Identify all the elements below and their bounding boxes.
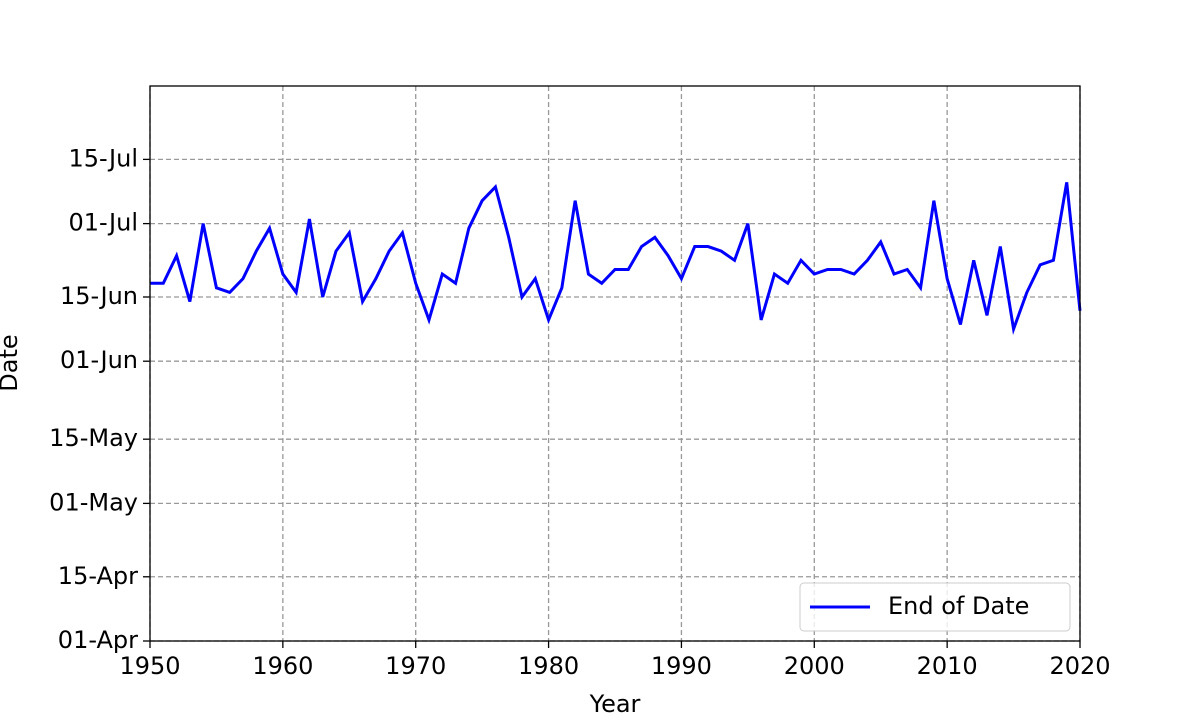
x-tick-label: 1970 [385,652,446,680]
x-tick-label: 1990 [651,652,712,680]
x-tick-label: 2010 [917,652,978,680]
x-tick-label: 1950 [119,652,180,680]
y-tick-label: 15-Jun [60,282,138,310]
x-tick-label: 1960 [252,652,313,680]
x-tick-label: 2000 [784,652,845,680]
x-axis-label: Year [589,690,641,718]
y-tick-label: 15-May [49,424,138,452]
y-tick-label: 01-May [49,488,138,516]
x-tick-label: 2020 [1049,652,1110,680]
line-series [150,182,1082,336]
y-axis-label: Date [0,334,23,391]
y-tick-label: 15-Apr [58,562,138,590]
y-tick-label: 01-Apr [58,626,138,654]
legend-box [799,582,1071,632]
plot-frame [149,85,1081,642]
x-tick-label: 1980 [518,652,579,680]
y-tick-label: 15-Jul [69,144,139,172]
legend-label: End of Date [888,592,1029,620]
y-tick-label: 01-Jul [69,209,139,237]
y-tick-label: 01-Jun [60,346,138,374]
